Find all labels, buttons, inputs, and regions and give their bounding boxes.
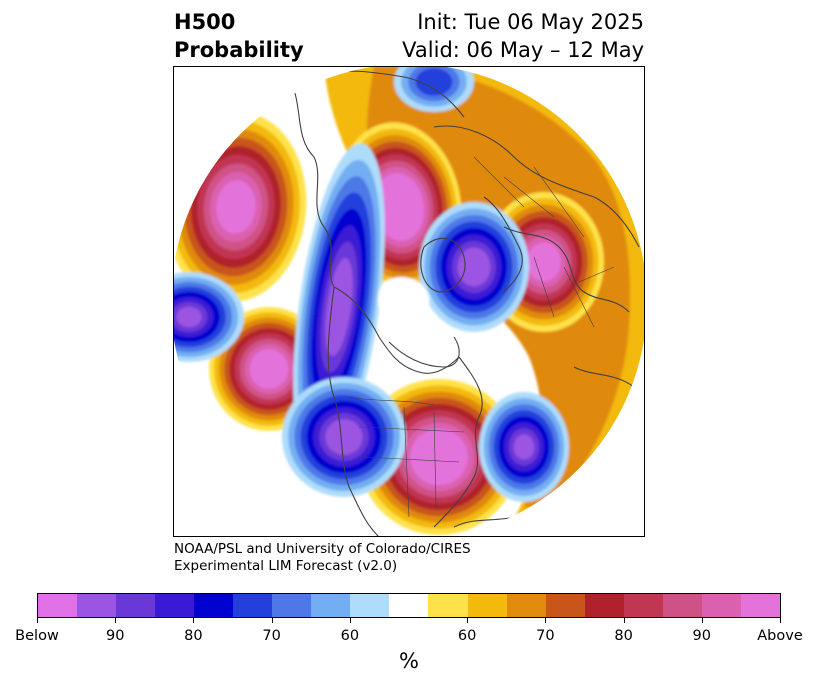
colorbar-segment — [467, 594, 507, 617]
border-us-canada — [348, 396, 435, 406]
colorbar-segment — [428, 594, 468, 617]
cold-blob-aleutian — [174, 272, 244, 362]
border-us-states — [358, 406, 465, 518]
coast-canada-north — [333, 286, 460, 374]
colorbar-segment — [350, 594, 390, 617]
colorbar-segment — [233, 594, 273, 617]
colorbar-tick-label: 90 — [105, 628, 125, 644]
contour-level — [249, 349, 289, 389]
colorbar-tick — [701, 618, 703, 623]
border-europe — [533, 256, 615, 328]
colorbar-tick-label: Above — [757, 628, 803, 644]
border-russia — [473, 156, 585, 238]
colorbar-segment — [545, 594, 585, 617]
contour-level — [457, 247, 491, 287]
neutral-ring-pole — [377, 277, 430, 330]
probability-field — [174, 67, 644, 536]
colorbar-segment — [38, 594, 78, 617]
credit-line-1: NOAA/PSL and University of Colorado/CIRE… — [174, 541, 471, 557]
colorbar-tick — [115, 618, 117, 623]
contour-level — [415, 68, 453, 96]
cold-blob-kamchatka — [394, 67, 474, 112]
chart-title: H500 Probability — [174, 8, 304, 64]
coast-europe — [503, 226, 630, 313]
colorbar-segment — [272, 594, 312, 617]
colorbar-tick-label: Below — [15, 628, 59, 644]
contour-level — [527, 242, 561, 282]
colorbar-unit: % — [399, 649, 419, 673]
colorbar-tick-label: 60 — [340, 628, 360, 644]
polar-map-svg — [174, 67, 644, 536]
init-date: Init: Tue 06 May 2025 — [417, 10, 644, 34]
north-pole-marker — [404, 297, 414, 307]
colorbar-tick-label: 70 — [262, 628, 281, 644]
coast-alaska — [288, 76, 335, 288]
colorbar-tick — [349, 618, 351, 623]
colorbar-tick — [193, 618, 195, 623]
colorbar-segment — [740, 594, 780, 617]
colorbar-segment — [155, 594, 195, 617]
cold-blob-atlantic — [479, 392, 569, 502]
colorbar-tick-label: 80 — [184, 628, 203, 644]
coast-scandinavia — [483, 196, 523, 293]
anomaly-contours — [174, 67, 644, 536]
colorbar-tick — [780, 618, 781, 623]
colorbar-segment — [194, 594, 234, 617]
colorbar — [37, 593, 781, 618]
contour-level — [513, 434, 535, 460]
colorbar-segment — [701, 594, 741, 617]
title-variable: H500 — [174, 10, 236, 34]
colorbar-segment — [116, 594, 156, 617]
cold-blob-southwest — [282, 377, 406, 497]
colorbar-tick-label: 60 — [457, 628, 477, 644]
colorbar-tick-label: 70 — [536, 628, 555, 644]
colorbar-tick — [271, 618, 273, 623]
credit-text: NOAA/PSL and University of Colorado/CIRE… — [174, 541, 471, 575]
colorbar-tick — [545, 618, 547, 623]
probability-map — [173, 66, 645, 537]
coast-russia — [433, 125, 640, 248]
colorbar-tick-label: 90 — [692, 628, 712, 644]
colorbar-segment — [311, 594, 351, 617]
contour-level — [373, 173, 425, 241]
colorbar-segment — [389, 594, 429, 617]
coast-na-east — [433, 356, 483, 528]
colorbar-tick — [623, 618, 625, 623]
colorbar-tick-label: 80 — [614, 628, 633, 644]
colorbar-segment — [584, 594, 624, 617]
valid-range: Valid: 06 May – 12 May — [402, 38, 644, 62]
coast-na-west — [327, 286, 380, 536]
contour-level — [216, 180, 256, 234]
contour-level — [410, 428, 468, 486]
credit-line-2: Experimental LIM Forecast (v2.0) — [174, 558, 398, 574]
cold-blob-siberia — [419, 202, 529, 332]
coast-greenland — [420, 237, 466, 293]
contour-level — [176, 306, 202, 328]
colorbar-segment — [506, 594, 546, 617]
colorbar-segment — [623, 594, 663, 617]
forecast-dates: Init: Tue 06 May 2025 Valid: 06 May – 12… — [402, 8, 644, 64]
colorbar-segment — [77, 594, 117, 617]
title-type: Probability — [174, 38, 304, 62]
colorbar-ticks — [37, 618, 781, 624]
colorbar-tick — [37, 618, 38, 623]
coast-hudson — [388, 336, 460, 368]
colorbar-tick — [467, 618, 469, 623]
contour-level — [325, 419, 363, 455]
colorbar-segment — [662, 594, 702, 617]
